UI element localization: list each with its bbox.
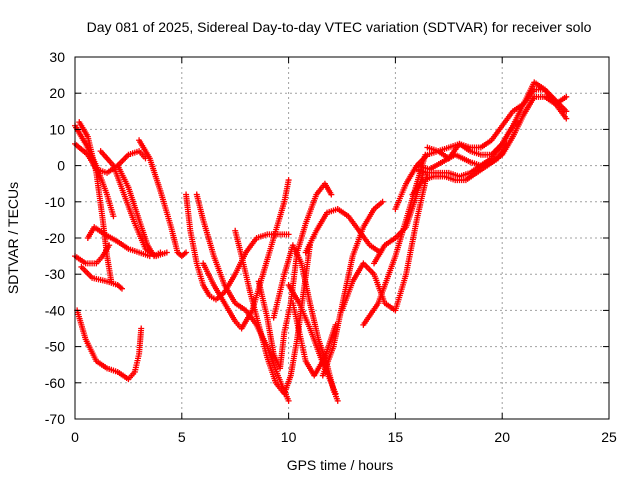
series-arc-21 <box>339 169 431 314</box>
y-tick-label: -50 <box>45 339 65 355</box>
series-arc-6 <box>78 263 125 292</box>
series-arc-5 <box>84 224 153 260</box>
y-tick-label: 10 <box>49 121 65 137</box>
axis-ticks: 0 5 10 15 20 25 -70 -60 -50 -40 -30 -20 -10 0 10 20 30 <box>45 49 617 445</box>
y-tick-label: -40 <box>45 302 65 318</box>
x-tick-label: 10 <box>281 429 297 445</box>
data-point <box>285 397 292 404</box>
data-series-layer <box>72 79 570 404</box>
x-tick-label: 5 <box>178 429 186 445</box>
data-point <box>328 191 335 198</box>
x-tick-label: 20 <box>494 429 510 445</box>
series-arc-13 <box>200 177 292 332</box>
series-arc-7 <box>74 307 145 383</box>
series-arc-16 <box>289 300 339 379</box>
data-point <box>285 231 292 238</box>
data-point <box>379 198 386 205</box>
x-axis-label: GPS time / hours <box>287 457 394 473</box>
series-arc-15 <box>255 180 335 372</box>
series-arc-10 <box>136 137 190 260</box>
y-tick-label: 30 <box>49 49 65 65</box>
y-tick-label: -60 <box>45 375 65 391</box>
y-tick-label: -20 <box>45 230 65 246</box>
series-arc-9 <box>114 162 164 260</box>
y-tick-label: -70 <box>45 411 65 427</box>
data-point <box>503 140 510 147</box>
series-arc-22 <box>360 151 429 328</box>
data-point <box>110 213 117 220</box>
y-tick-label: -10 <box>45 194 65 210</box>
x-tick-label: 25 <box>601 429 617 445</box>
y-axis-label: SDTVAR / TECUs <box>5 182 21 294</box>
y-tick-label: 20 <box>49 85 65 101</box>
data-point <box>334 397 341 404</box>
data-point <box>183 249 190 256</box>
series-arc-28 <box>409 140 510 198</box>
series-arc-24 <box>392 86 570 213</box>
y-tick-label: 0 <box>57 158 65 174</box>
data-point <box>157 249 164 256</box>
data-point <box>563 93 570 100</box>
series-arc-27 <box>424 119 521 162</box>
series-arc-20 <box>302 206 384 256</box>
series-arc-18 <box>270 242 341 404</box>
y-tick-label: -30 <box>45 266 65 282</box>
x-tick-label: 0 <box>71 429 79 445</box>
data-point <box>118 285 125 292</box>
data-point <box>563 115 570 122</box>
data-point <box>106 242 113 249</box>
series-arc-19 <box>319 198 386 379</box>
series-arc-2 <box>72 140 149 176</box>
data-point <box>138 325 145 332</box>
data-point <box>563 108 570 115</box>
chart-title: Day 081 of 2025, Sidereal Day-to-day VTE… <box>87 19 592 35</box>
data-point <box>285 177 292 184</box>
grid <box>75 57 609 419</box>
x-tick-label: 15 <box>388 429 404 445</box>
data-point <box>514 119 521 126</box>
data-point <box>163 249 170 256</box>
